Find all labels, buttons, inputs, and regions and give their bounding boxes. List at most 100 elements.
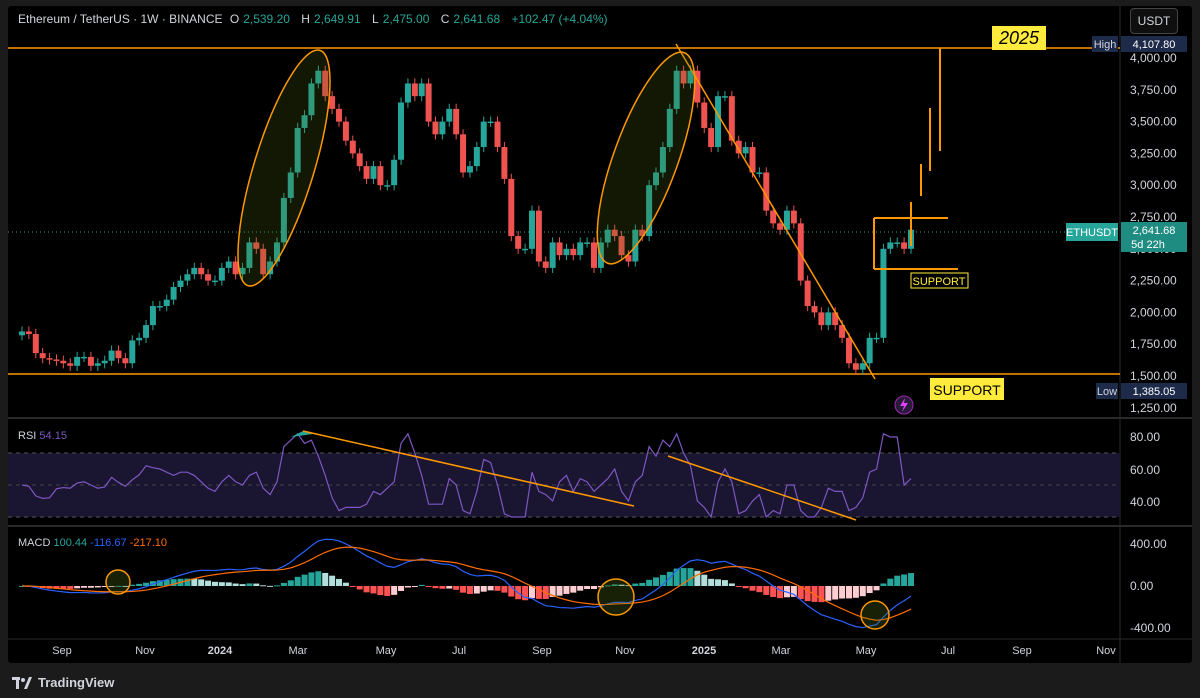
time-tick: 2024: [208, 645, 233, 657]
currency-button[interactable]: USDT: [1130, 8, 1178, 34]
macd-bar: [845, 586, 852, 599]
rsi-label[interactable]: RSI: [18, 430, 37, 442]
highlight-ellipse-2024: [237, 49, 331, 287]
candle-body: [453, 108, 460, 135]
macd-bar: [253, 583, 260, 586]
macd-label[interactable]: MACD: [18, 537, 51, 549]
candle-body: [239, 267, 246, 275]
candle-body: [735, 140, 742, 154]
time-tick: Sep: [532, 645, 552, 657]
macd-bar: [901, 574, 908, 586]
macd-bar: [432, 586, 439, 589]
open-value: 2,539.20: [243, 12, 290, 26]
candle-body: [439, 121, 446, 135]
candle-body: [721, 96, 728, 98]
price-axis[interactable]: 4,000.00 3,750.00 3,500.00 3,250.00 3,000.00…: [1130, 51, 1177, 415]
macd-bar: [659, 574, 666, 586]
candle-body: [287, 172, 294, 198]
macd-bar: [370, 586, 377, 594]
price-tick: 3,500.00: [1130, 115, 1177, 129]
candle-body: [763, 172, 770, 211]
tradingview-logo-icon: [12, 676, 32, 689]
candle-body: [783, 210, 790, 230]
macd-bar: [363, 586, 370, 593]
chart-area[interactable]: 2025 SUPPORT SUPPORT 4,000.00 3,750.00 3,5…: [8, 6, 1192, 663]
time-axis[interactable]: Sep Nov 2024 Mar May Jul Sep Nov 2025 Mar May Jul Se…: [52, 645, 1116, 657]
macd-bar: [894, 575, 901, 586]
macd-bar: [584, 586, 591, 590]
macd-bar: [460, 586, 467, 593]
macd-bar: [74, 586, 81, 589]
candle-body: [198, 267, 205, 275]
macd-bar: [322, 572, 329, 586]
candle-body: [694, 70, 701, 103]
candle-body: [370, 166, 377, 179]
macd-bar: [170, 579, 177, 586]
candle-body: [404, 83, 411, 103]
macd-bar: [715, 579, 722, 586]
macd-bar: [494, 586, 501, 591]
macd-histogram: [19, 568, 914, 603]
candle-body: [852, 363, 859, 370]
candle-body: [873, 337, 880, 340]
candle-body: [149, 306, 156, 326]
tradingview-logo[interactable]: TradingView: [12, 675, 114, 690]
candle-body: [473, 147, 480, 167]
macd-bar: [60, 586, 67, 589]
macd-bar: [873, 586, 880, 591]
candle-body: [225, 261, 232, 268]
candle-body: [549, 242, 556, 268]
time-tick: Jul: [941, 645, 955, 657]
macd-tick: -400.00: [1130, 621, 1171, 635]
candle-body: [253, 242, 260, 249]
candle-body: [260, 248, 267, 275]
candle-body: [666, 108, 673, 148]
support-label-small: SUPPORT: [913, 276, 966, 288]
candle-body: [315, 70, 322, 84]
macd-bar: [625, 585, 632, 587]
candle-body: [46, 358, 53, 360]
chart-canvas[interactable]: 2025 SUPPORT SUPPORT 4,000.00 3,750.00 3,5…: [8, 6, 1192, 663]
price-tick: 1,500.00: [1130, 369, 1177, 383]
macd-bar: [908, 573, 914, 586]
macd-bar: [763, 586, 770, 595]
candle-body: [845, 337, 852, 364]
candle-body: [267, 261, 274, 275]
year-label-box: [992, 26, 1046, 50]
last-price: 2,641.68: [1133, 225, 1176, 237]
price-tick: 3,000.00: [1130, 178, 1177, 192]
macd-bar: [211, 581, 218, 586]
candle-body: [411, 83, 418, 97]
macd-bar: [384, 586, 391, 596]
macd-bar: [67, 586, 74, 589]
candle-body: [81, 356, 88, 359]
candles-group: [19, 65, 914, 375]
candle-body: [356, 153, 363, 167]
rsi-line: [21, 432, 912, 519]
macd-bar: [163, 579, 170, 586]
candle-body: [487, 121, 494, 124]
macd-bar: [852, 586, 859, 598]
time-tick: Nov: [615, 645, 635, 657]
candle-body: [425, 83, 432, 122]
macd-line: [21, 538, 912, 629]
candle-body: [218, 267, 225, 281]
candle-body: [191, 267, 198, 275]
candle-body: [480, 121, 487, 148]
candle-body: [577, 242, 584, 256]
macd-bar: [556, 586, 563, 596]
price-tick: 2,000.00: [1130, 305, 1177, 319]
macd-bar: [839, 586, 846, 599]
macd-bar: [308, 572, 315, 586]
candle-body: [859, 363, 866, 370]
candle-body: [418, 83, 425, 97]
candle-body: [646, 185, 653, 237]
time-tick: Sep: [52, 645, 72, 657]
macd-bar: [53, 586, 60, 589]
high-key: H: [301, 12, 310, 26]
rsi-legend: RSI 54.15: [18, 430, 67, 442]
macd-bar: [425, 586, 432, 587]
macd-bar: [246, 583, 253, 586]
candle-body: [556, 242, 563, 256]
symbol-title[interactable]: Ethereum / TetherUS · 1W · BINANCE: [18, 12, 223, 26]
